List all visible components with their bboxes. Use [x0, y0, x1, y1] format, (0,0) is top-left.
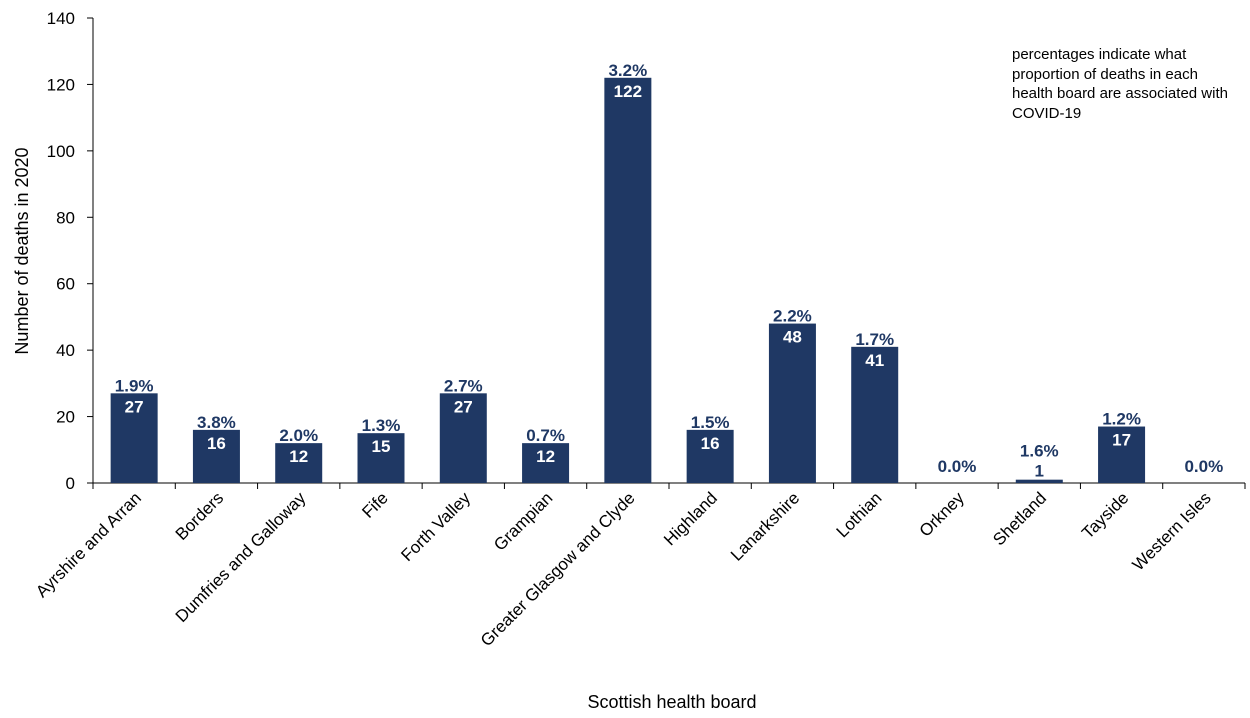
bar-2: [275, 443, 323, 483]
percent-label: 1.3%: [362, 416, 401, 435]
bar-7: [686, 429, 734, 483]
category-label: Orkney: [916, 488, 969, 541]
percent-label: 1.7%: [855, 330, 894, 349]
value-label: 15: [372, 437, 391, 456]
category-label: Lothian: [833, 488, 886, 541]
percent-label: 0.0%: [1184, 457, 1223, 476]
category-label: Borders: [172, 488, 228, 544]
x-axis-title: Scottish health board: [587, 692, 756, 712]
bar-11: [1015, 479, 1063, 483]
bar-1: [192, 429, 240, 483]
value-label: 17: [1112, 431, 1131, 450]
category-label: Forth Valley: [397, 488, 474, 565]
chart-annotation: percentages indicate what proportion of …: [1012, 46, 1228, 122]
percent-label: 3.2%: [608, 61, 647, 80]
percent-label: 1.2%: [1102, 410, 1141, 429]
percent-label: 1.9%: [115, 376, 154, 395]
y-tick-label: 60: [56, 275, 75, 294]
value-label: 122: [614, 82, 642, 101]
bar-8: [768, 323, 816, 483]
value-label: 41: [865, 351, 884, 370]
y-axis-title: Number of deaths in 2020: [12, 147, 32, 354]
category-label: Lanarkshire: [727, 488, 803, 564]
category-label: Grampian: [490, 488, 556, 554]
percent-label: 2.2%: [773, 307, 812, 326]
y-tick-label: 140: [47, 9, 75, 28]
percent-label: 1.6%: [1020, 442, 1059, 461]
value-label: 12: [536, 447, 555, 466]
percent-label: 1.5%: [691, 413, 730, 432]
bar-6: [604, 77, 652, 484]
value-label: 1: [1035, 462, 1044, 481]
bars: [110, 77, 1146, 484]
bar-3: [357, 433, 405, 483]
value-label: 48: [783, 328, 802, 347]
category-label: Shetland: [989, 488, 1050, 549]
bar-12: [1098, 426, 1146, 483]
bar-4: [439, 393, 487, 483]
percent-label: 0.7%: [526, 426, 565, 445]
value-label: 12: [289, 447, 308, 466]
percent-label: 2.0%: [279, 426, 318, 445]
category-label: Western Isles: [1129, 488, 1215, 574]
value-label: 27: [454, 397, 473, 416]
y-tick-label: 120: [47, 75, 75, 94]
y-tick-label: 80: [56, 208, 75, 227]
category-label: Fife: [358, 488, 391, 521]
category-label: Tayside: [1078, 488, 1132, 542]
value-label: 16: [207, 434, 226, 453]
category-label: Highland: [660, 488, 721, 549]
y-tick-label: 40: [56, 341, 75, 360]
bar-0: [110, 393, 158, 483]
bar-9: [851, 346, 899, 483]
data-labels: 27 1.9% 16 3.8% 12 2.0% 15 1.3% 27 2.7% 12 0.7% 122 3…: [115, 61, 1223, 481]
value-label: 27: [125, 397, 144, 416]
category-label: Greater Glasgow and Clyde: [477, 488, 639, 650]
y-tick-label: 100: [47, 142, 75, 161]
percent-label: 0.0%: [938, 457, 977, 476]
value-label: 16: [701, 434, 720, 453]
bar-5: [522, 443, 570, 483]
y-tick-label: 20: [56, 408, 75, 427]
category-label: Ayrshire and Arran: [32, 488, 145, 601]
percent-label: 3.8%: [197, 413, 236, 432]
y-tick-label: 0: [66, 474, 75, 493]
percent-label: 2.7%: [444, 376, 483, 395]
